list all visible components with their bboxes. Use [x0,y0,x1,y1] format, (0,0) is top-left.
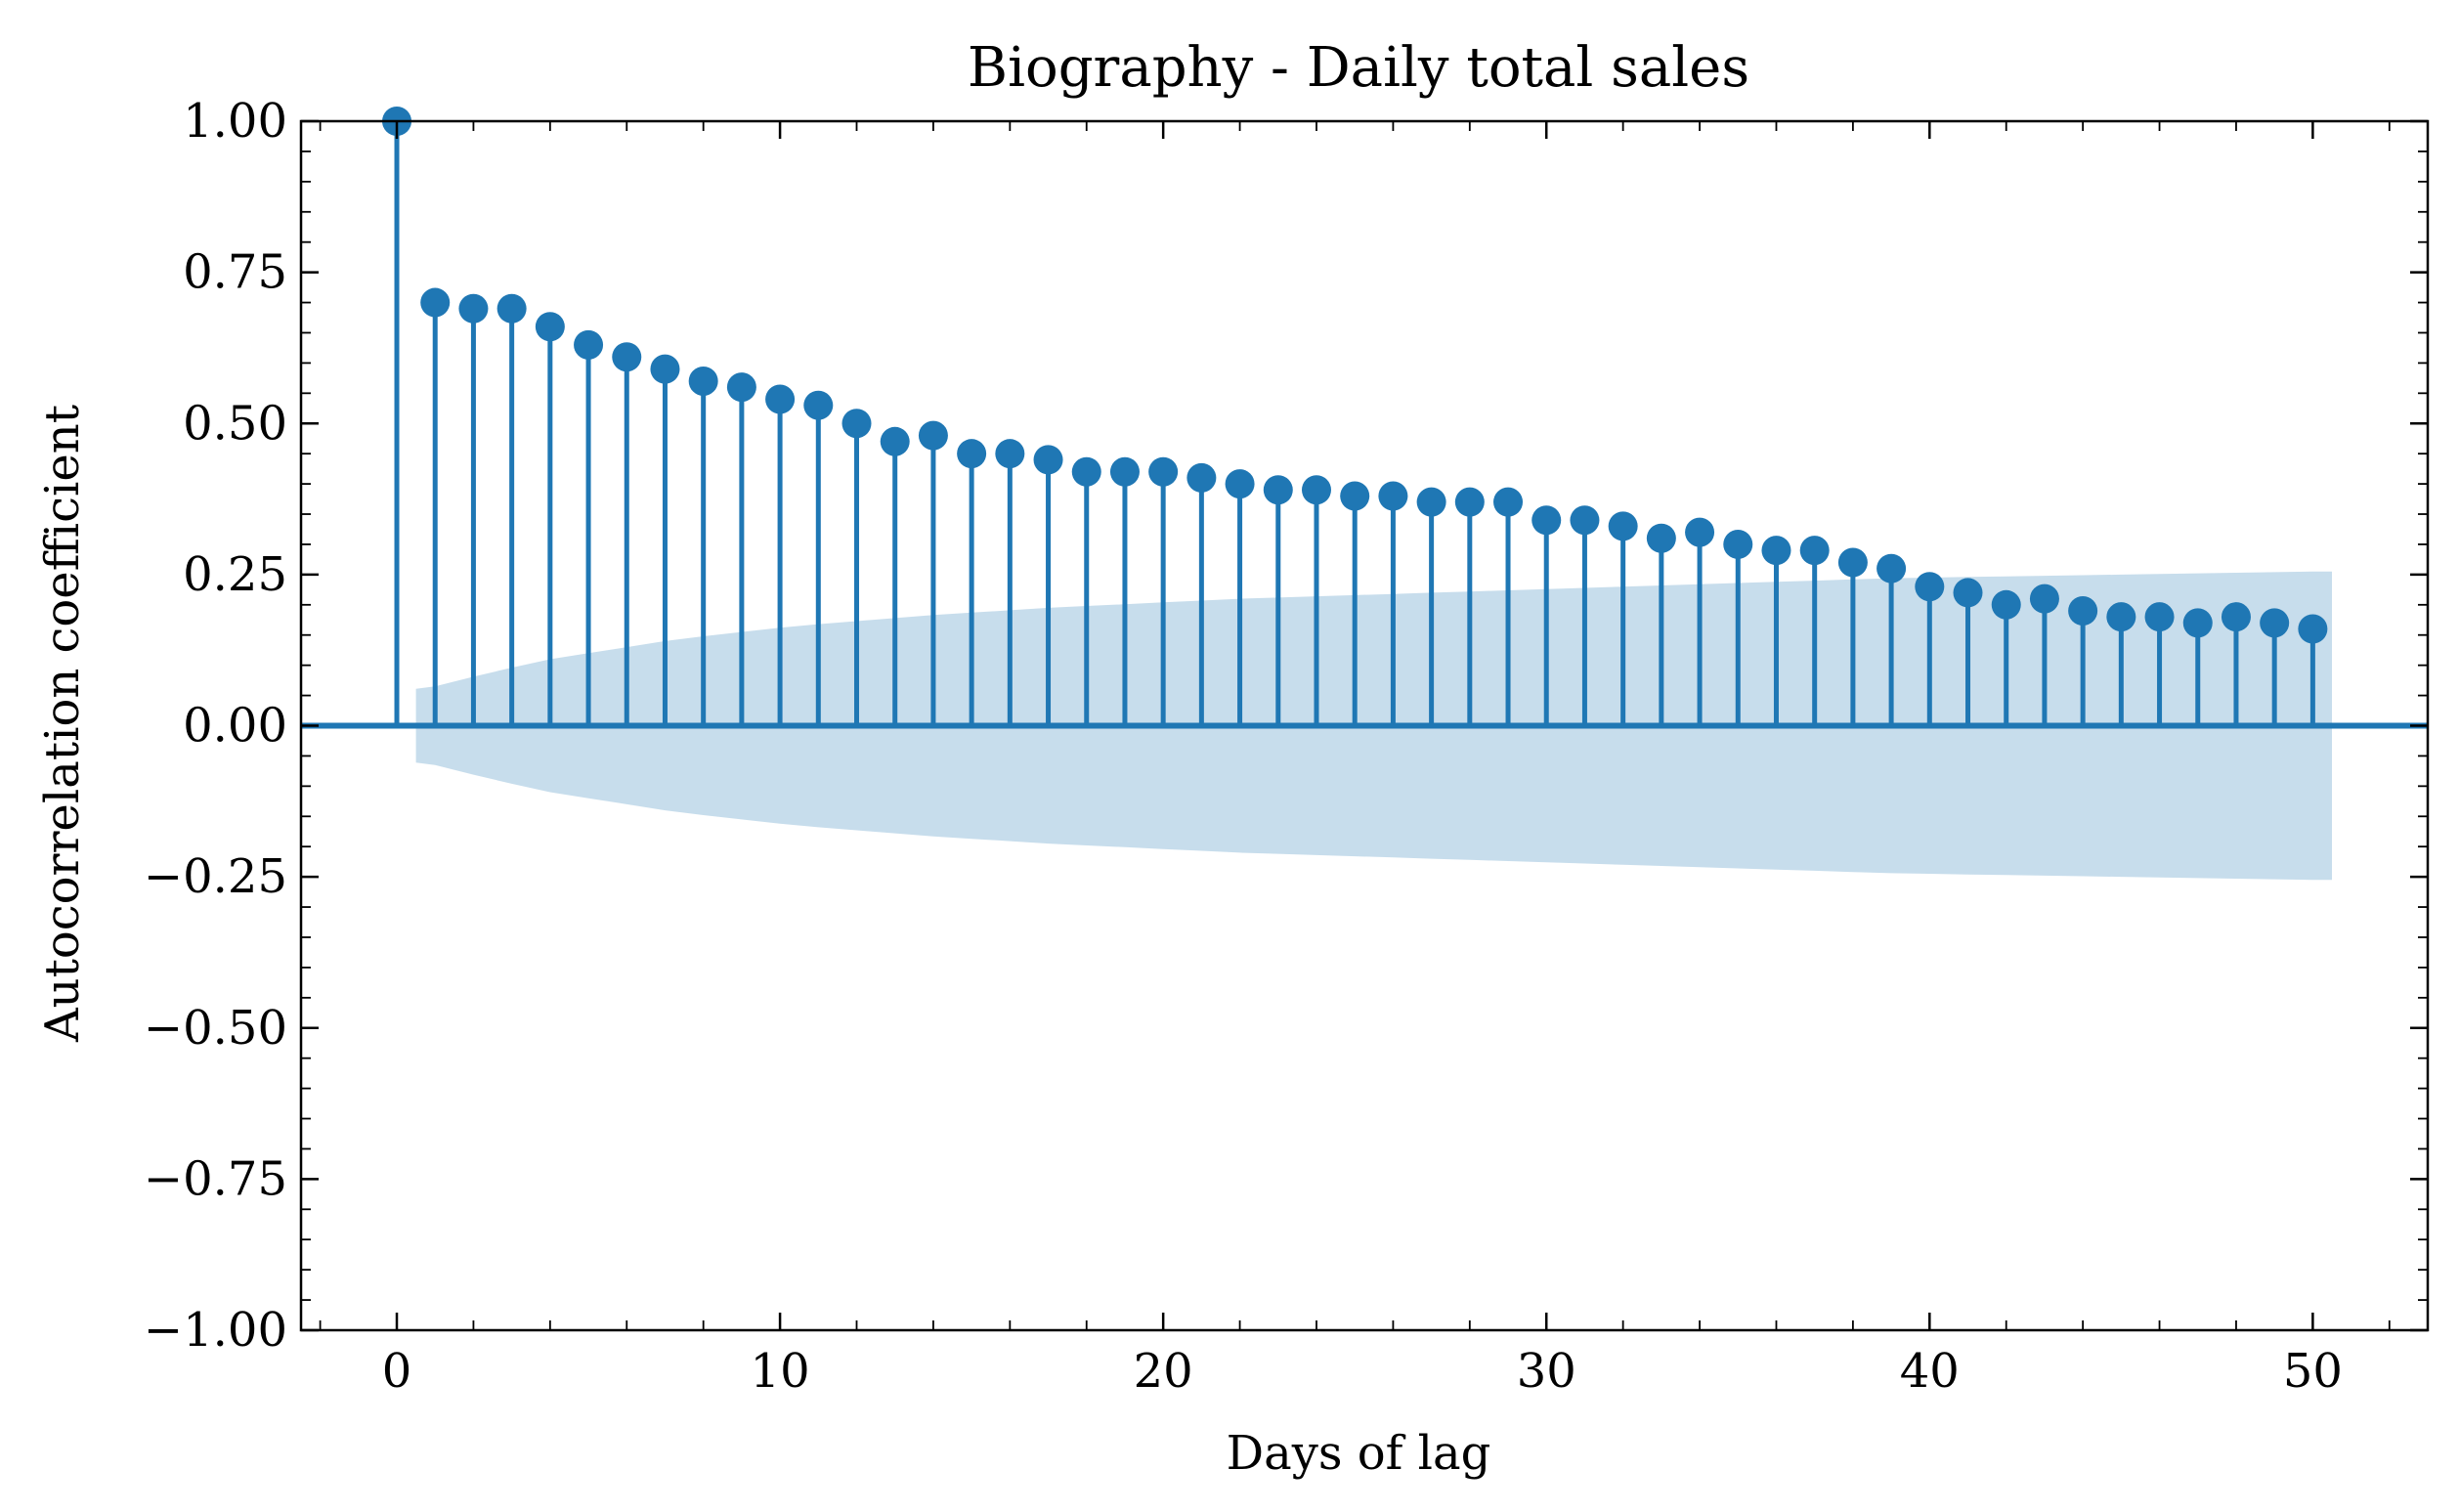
acf-point [1416,487,1446,517]
y-tick-label: 0.50 [183,396,287,451]
acf-point [1493,487,1524,517]
acf-point [2144,602,2175,632]
plot-frame [299,119,2430,1332]
acf-point [1608,511,1638,541]
x-tick-label: 10 [751,1344,810,1399]
y-tick-label: −1.00 [144,1303,287,1358]
chart-title: Biography - Daily total sales [968,36,1749,100]
acf-point [880,426,910,456]
acf-point [2106,602,2136,632]
acf-point [2298,614,2328,644]
acf-point [1799,536,1830,566]
acf-point [2029,583,2059,614]
acf-point [841,409,872,439]
acf-point [2182,608,2213,638]
y-tick-label: −0.75 [144,1151,287,1206]
acf-point [1109,456,1140,487]
acf-point [1186,462,1217,493]
acf-point [574,329,604,360]
acf-point [1148,456,1179,487]
acf-point [1340,481,1370,511]
x-axis-label: Days of lag [1227,1426,1491,1481]
acf-point [918,420,948,451]
y-tick-label: 0.75 [183,245,287,300]
acf-point [995,439,1025,469]
x-tick-label: 50 [2283,1344,2343,1399]
acf-point [458,293,489,324]
y-tick-label: 1.00 [183,94,287,149]
acf-point [535,312,565,342]
plot-area: 0 10 20 30 40 50 −1.00 −0.75 −0.50 −0.25 0.00 0.25 0… [144,94,2428,1399]
acf-point [1033,445,1063,475]
acf-point [1225,469,1255,499]
acf-point [1761,536,1791,566]
acf-point [1837,547,1868,578]
acf-point [650,354,680,384]
y-tick-label: −0.50 [144,1001,287,1056]
x-tick-label: 30 [1517,1344,1576,1399]
acf-point [1301,475,1331,505]
x-tick-label: 40 [1900,1344,1960,1399]
acf-point [1685,517,1715,547]
acf-point [957,439,987,469]
acf-point [2260,608,2290,638]
acf-point [1723,529,1753,559]
y-tick-label: 0.25 [183,547,287,602]
acf-point [1646,523,1676,553]
y-axis-label: Autocorrelation coefficient [35,405,90,1043]
acf-point [1877,553,1907,583]
acf-point [1570,505,1600,536]
acf-point [612,342,642,372]
acf-point [1378,481,1408,511]
acf-point [1915,572,1945,602]
acf-point [765,384,796,414]
y-tick-label: 0.00 [183,699,287,754]
x-tick-label: 0 [382,1344,412,1399]
acf-point [1071,456,1101,487]
acf-point [688,366,718,396]
acf-point [726,372,756,403]
acf-point [496,293,527,324]
acf-point [2221,602,2251,632]
acf-point [1454,487,1485,517]
acf-point [1263,475,1293,505]
x-tick-label: 20 [1134,1344,1193,1399]
acf-point [1953,578,1983,608]
acf-point [1991,589,2021,620]
y-tick-label: −0.25 [144,849,287,904]
acf-point [420,287,451,318]
acf-point [803,390,834,420]
acf-point [2068,595,2098,626]
acf-point [1531,505,1562,536]
